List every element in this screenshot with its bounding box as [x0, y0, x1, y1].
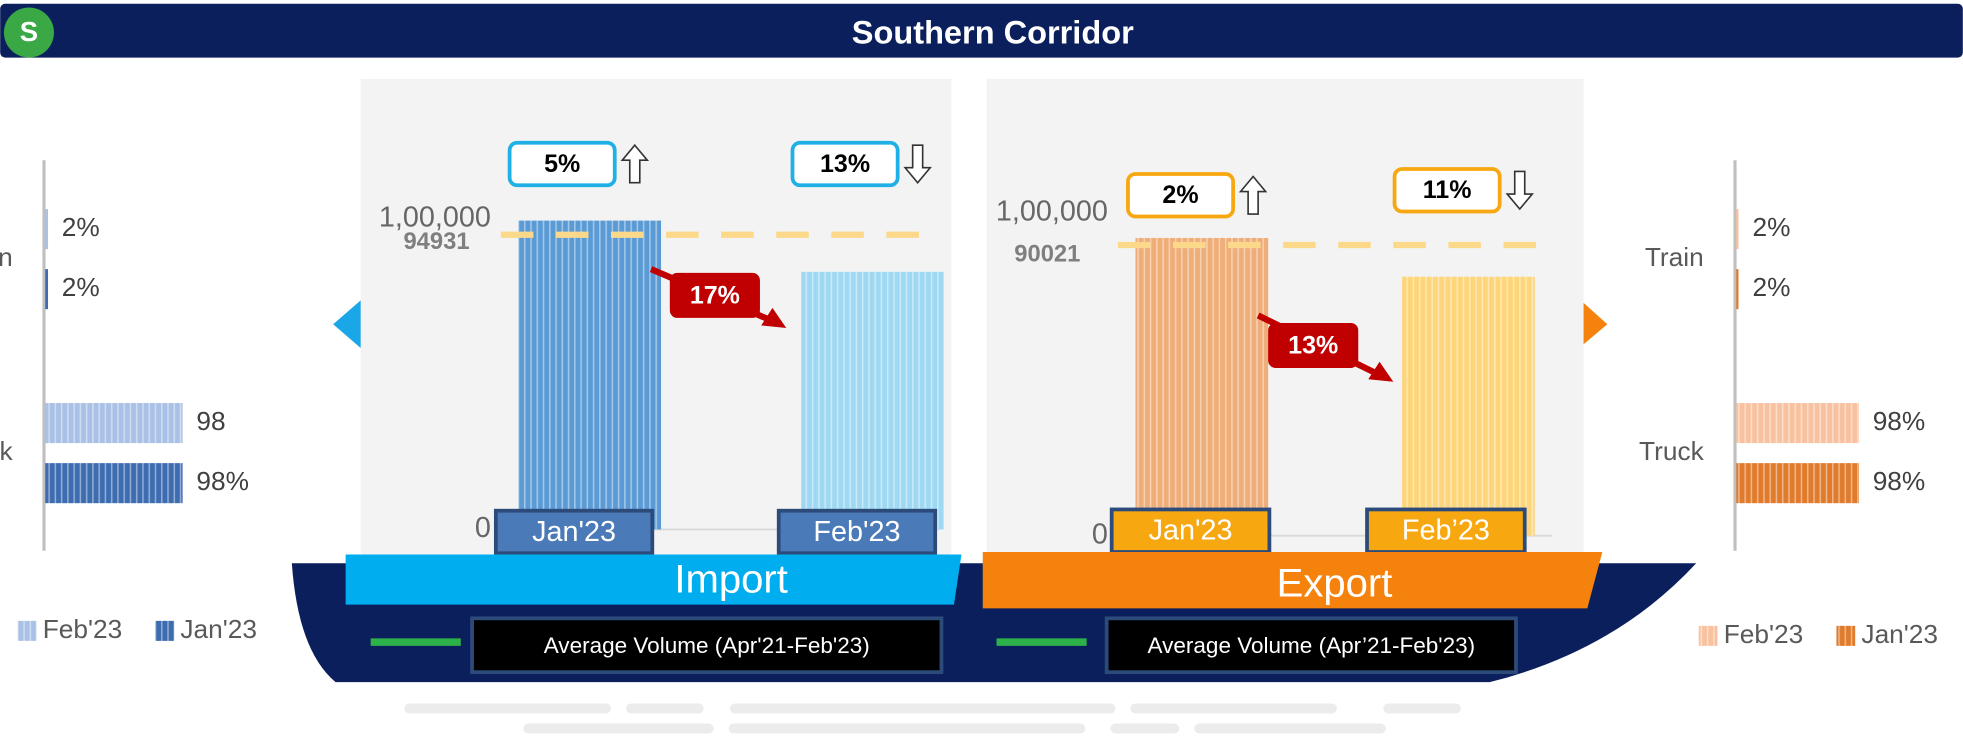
y-tick-label: 0: [1092, 518, 1108, 550]
value-label: 2%: [62, 272, 100, 302]
drop-arrow-head: [1368, 361, 1394, 382]
change-badge: [790, 140, 900, 188]
legend-swatch: [1698, 625, 1718, 646]
change-badge: [669, 272, 760, 318]
change-label: 5%: [544, 150, 580, 178]
change-badge: [1392, 167, 1502, 214]
bar: [45, 269, 49, 310]
bar: [45, 209, 49, 250]
bar: [45, 463, 183, 504]
bar: [1736, 269, 1739, 310]
bar: [1736, 463, 1859, 504]
legend-box: [470, 616, 944, 675]
legend-swatch: [1836, 625, 1856, 646]
y-tick-label: 1,00,000: [379, 202, 491, 234]
y-tick-label: 1,00,000: [996, 195, 1108, 227]
legend-label: Average Volume (Apr’21-Feb'23): [1148, 633, 1476, 658]
change-label: 13%: [1288, 331, 1338, 359]
x-tick-label: Feb'23: [813, 516, 900, 548]
legend-label: Feb'23: [43, 614, 123, 644]
legend-label: Feb'23: [1724, 619, 1803, 649]
value-label: 98: [196, 406, 225, 436]
banner: [345, 554, 962, 605]
y-tick-label: 0: [475, 512, 491, 544]
banner: [982, 552, 1603, 609]
value-label: 98%: [1873, 406, 1926, 436]
legend-box: [1104, 616, 1518, 675]
banner-label: Export: [1277, 561, 1393, 605]
legend-swatch: [17, 620, 37, 641]
legend-label: Jan'23: [1861, 619, 1938, 649]
bar: [1135, 237, 1269, 536]
trend-arrow: [903, 144, 932, 185]
x-tick-label: Jan'23: [1149, 515, 1233, 547]
change-badge: [507, 140, 617, 188]
change-label: 2%: [1162, 181, 1198, 209]
bar: [1736, 209, 1739, 250]
bar: [45, 403, 183, 444]
badge-circle: [3, 7, 54, 58]
nav-arrow[interactable]: [333, 300, 361, 348]
legend-swatch: [155, 620, 175, 641]
value-label: 2%: [1753, 272, 1791, 302]
category-label: Truck: [1639, 436, 1705, 466]
change-label: 17%: [690, 281, 740, 309]
bar: [1402, 276, 1535, 536]
header-bar: [0, 3, 1963, 58]
x-tick-label: Jan'23: [532, 516, 616, 548]
value-label: 2%: [1753, 212, 1791, 242]
change-badge: [1268, 322, 1359, 368]
nav-arrow[interactable]: [1583, 302, 1608, 345]
value-label: 2%: [62, 212, 100, 242]
legend-label: Average Volume (Apr'21-Feb'23): [544, 633, 870, 658]
placeholder: [404, 703, 1461, 734]
value-label: 98%: [196, 466, 249, 496]
x-tick-label: Feb’23: [1402, 515, 1490, 547]
title: Southern Corridor: [852, 15, 1134, 51]
change-label: 11%: [1423, 176, 1472, 204]
badge: S: [20, 16, 38, 47]
change-label: 13%: [820, 150, 870, 178]
category-box: [493, 508, 655, 556]
bar: [518, 220, 662, 530]
bar: [1736, 403, 1859, 444]
category-label: Train: [1645, 242, 1704, 272]
category-label: Truck: [0, 436, 14, 466]
banner-label: Import: [674, 558, 788, 602]
change-badge: [1126, 172, 1235, 219]
drop-arrow-head: [761, 307, 787, 328]
trend-arrow: [1238, 175, 1268, 215]
value-label: 98%: [1873, 466, 1926, 496]
average-label: 90021: [1014, 241, 1080, 268]
trend-arrow: [620, 143, 650, 184]
bar: [801, 271, 944, 530]
legend-label: Jan'23: [180, 614, 257, 644]
category-label: Train: [0, 242, 13, 272]
category-box: [776, 508, 938, 556]
trend-arrow: [1505, 170, 1534, 211]
average-label: 94931: [403, 228, 469, 255]
